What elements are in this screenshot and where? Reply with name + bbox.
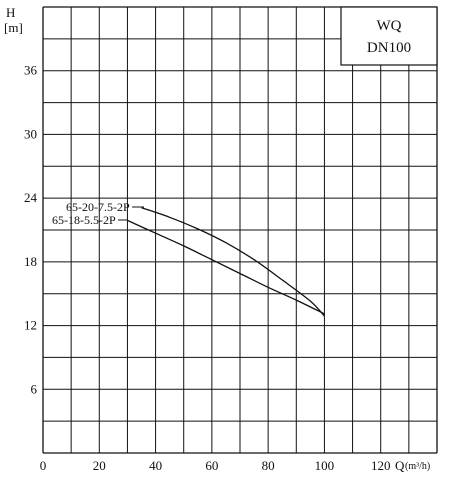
box-title: WQ bbox=[377, 18, 402, 34]
series-line-65-18-5-5-2p bbox=[127, 219, 325, 315]
y-tick-label: 36 bbox=[24, 63, 38, 78]
x-tick-label: 0 bbox=[40, 458, 47, 473]
series-label-65-20-7-5-2p: 65-20-7.5-2P bbox=[66, 200, 130, 214]
tick-labels: 0 20 40 60 80 100 120 6 12 18 24 30 36 bbox=[24, 63, 390, 473]
y-axis-label: H bbox=[6, 5, 15, 20]
legend-box bbox=[340, 6, 438, 66]
y-tick-label: 30 bbox=[24, 126, 37, 141]
x-axis-unit: (m³/h) bbox=[405, 461, 430, 472]
grid bbox=[42, 6, 438, 454]
box-subtitle: DN100 bbox=[367, 40, 411, 56]
y-tick-label: 18 bbox=[24, 254, 37, 269]
x-tick-label: 40 bbox=[149, 458, 162, 473]
series-label-65-18-5-5-2p: 65-18-5.5-2P bbox=[52, 213, 116, 227]
y-tick-label: 6 bbox=[31, 381, 38, 396]
y-axis-unit: [m] bbox=[4, 20, 23, 35]
x-tick-label: 20 bbox=[93, 458, 106, 473]
x-tick-label: 100 bbox=[315, 458, 335, 473]
x-tick-label: 80 bbox=[262, 458, 275, 473]
y-tick-label: 24 bbox=[24, 190, 38, 205]
series-line-65-20-7-5-2p bbox=[141, 207, 325, 317]
x-axis-label: Q bbox=[395, 458, 405, 473]
y-tick-label: 12 bbox=[24, 318, 37, 333]
x-tick-label: 120 bbox=[371, 458, 391, 473]
x-tick-label: 60 bbox=[205, 458, 218, 473]
